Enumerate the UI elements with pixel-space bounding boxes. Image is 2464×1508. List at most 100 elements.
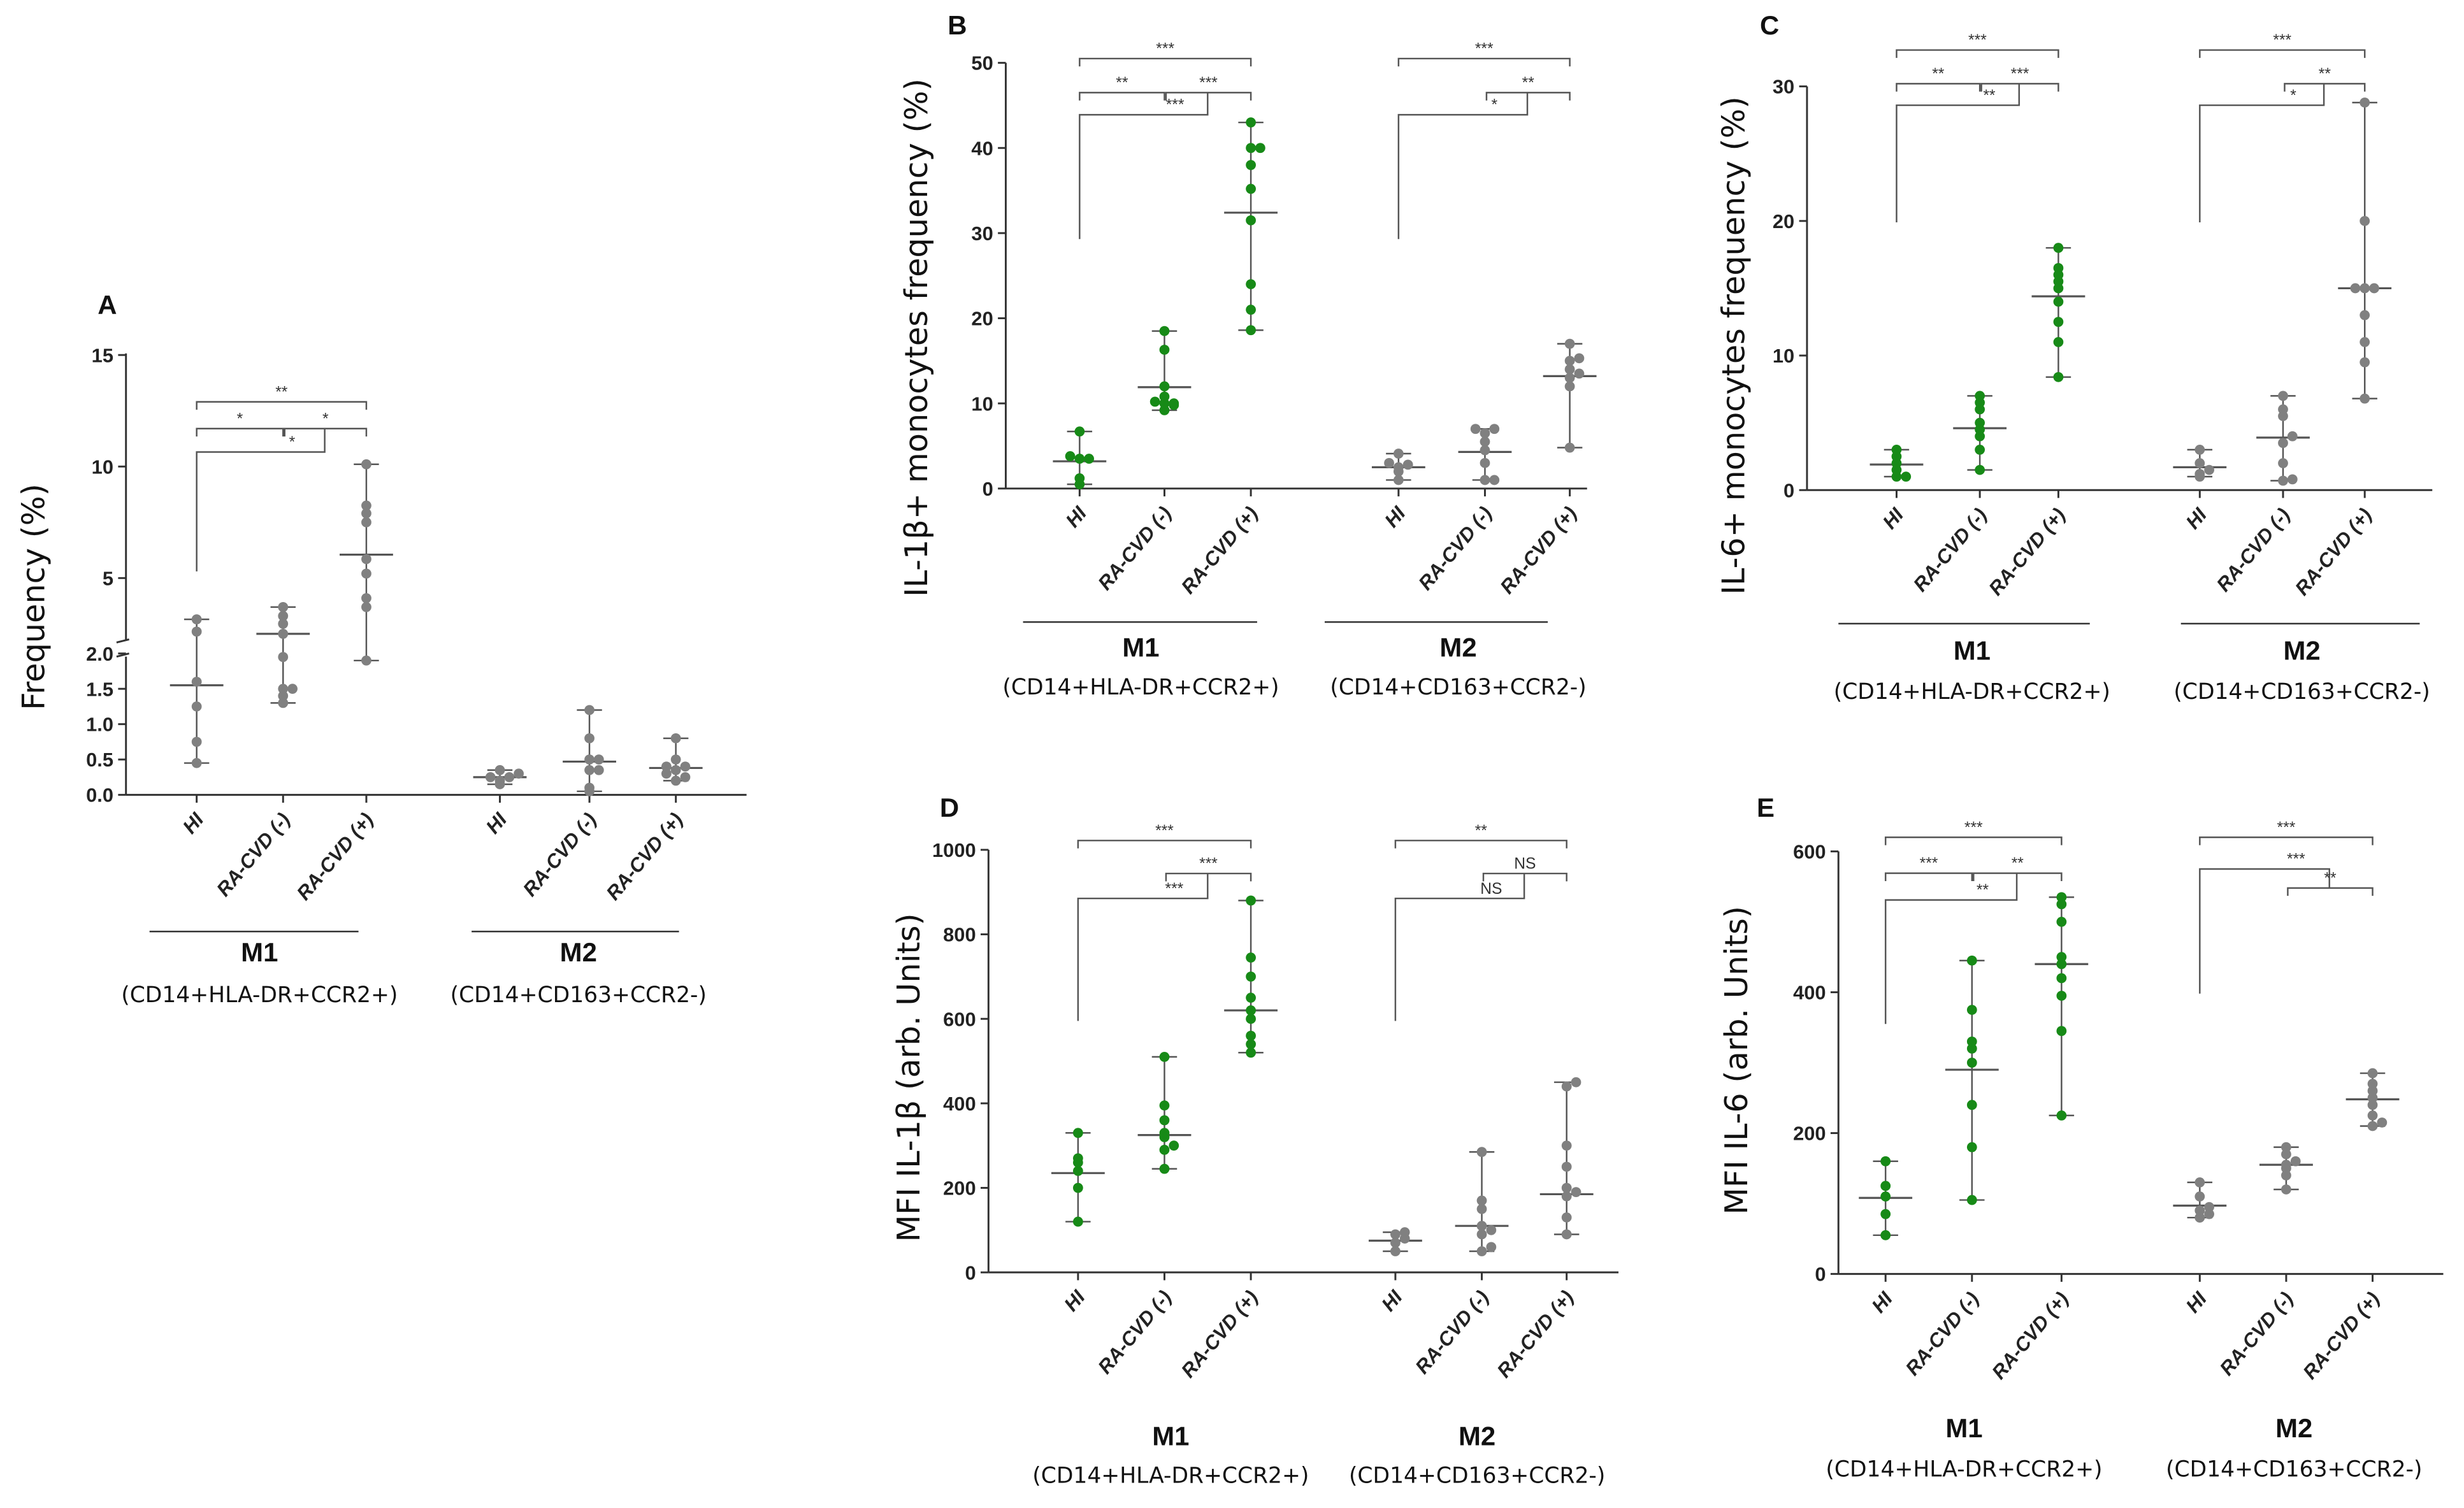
significance-bracket xyxy=(196,401,368,410)
data-point xyxy=(1561,1081,1572,1092)
data-point xyxy=(1564,355,1575,366)
data-point xyxy=(1074,473,1085,484)
data-point xyxy=(1072,1182,1083,1193)
data-point xyxy=(1159,1144,1170,1155)
data-point xyxy=(1561,1140,1572,1151)
significance-label: NS xyxy=(1514,856,1536,873)
data-point xyxy=(1384,457,1394,468)
y-axis-label: MFI IL-6 (arb. Units) xyxy=(1718,906,1755,1215)
data-point xyxy=(1966,1195,1977,1205)
group-subtitle: (CD14+HLA-DR+CCR2+) xyxy=(1002,675,1279,700)
significance-label: * xyxy=(322,410,329,427)
x-tick-label: HI xyxy=(2181,503,2212,533)
data-point xyxy=(584,754,594,765)
y-tick-label: 600 xyxy=(1793,840,1826,863)
significance-label: *** xyxy=(1964,819,1983,837)
data-point xyxy=(1564,381,1575,392)
data-point xyxy=(2056,959,2067,970)
data-point xyxy=(2278,475,2288,486)
data-point xyxy=(1169,1140,1179,1151)
significance-label: *** xyxy=(2011,66,2029,83)
data-point xyxy=(1393,462,1404,473)
data-point xyxy=(1975,464,1985,475)
data-point xyxy=(1084,454,1095,464)
significance-bracket xyxy=(1896,49,2059,58)
significance-label: ** xyxy=(2012,855,2024,872)
data-point xyxy=(2056,991,2067,1001)
group-name: M2 xyxy=(1459,1421,1495,1451)
data-point xyxy=(584,705,594,715)
y-tick-label: 20 xyxy=(971,308,993,330)
data-point xyxy=(2194,469,2205,479)
y-tick-label: 50 xyxy=(971,52,993,75)
data-point xyxy=(1880,1191,1891,1202)
data-point xyxy=(1891,445,1902,455)
x-tick-label: RA-CVD (-) xyxy=(519,808,601,900)
data-point xyxy=(2204,464,2215,475)
data-point xyxy=(1246,160,1256,170)
significance-label: *** xyxy=(1968,32,1987,49)
data-point xyxy=(1966,955,1977,966)
y-tick-label: 0 xyxy=(1815,1263,1826,1286)
data-point xyxy=(1246,117,1256,128)
data-point xyxy=(504,772,515,782)
data-point xyxy=(680,761,691,772)
data-point xyxy=(2281,1160,2291,1170)
data-point xyxy=(2281,1142,2291,1153)
x-tick-label: RA-CVD (-) xyxy=(212,808,294,900)
group-subtitle: (CD14+HLA-DR+CCR2+) xyxy=(1834,679,2110,705)
significance-label: *** xyxy=(2273,32,2291,49)
group-name: M2 xyxy=(1439,633,1476,663)
x-tick-label: RA-CVD (-) xyxy=(2212,504,2295,596)
significance-label: ** xyxy=(1116,75,1128,92)
data-point xyxy=(1561,1161,1572,1172)
data-point xyxy=(514,768,524,779)
x-tick-label: RA-CVD (-) xyxy=(1411,1286,1493,1378)
panel-letter: A xyxy=(97,290,117,320)
x-tick-label: RA-CVD (-) xyxy=(1414,502,1496,594)
data-point xyxy=(670,733,681,743)
data-point xyxy=(1246,215,1256,226)
data-point xyxy=(191,701,202,712)
y-tick-label: 800 xyxy=(943,924,976,946)
group-subtitle: (CD14+CD163+CCR2-) xyxy=(2166,1457,2422,1483)
data-point xyxy=(2278,458,2288,468)
data-point xyxy=(361,517,371,528)
significance-bracket xyxy=(1165,92,1252,101)
significance-bracket xyxy=(2199,49,2366,58)
data-point xyxy=(2053,296,2064,307)
significance-bracket xyxy=(2199,837,2374,845)
data-point xyxy=(1880,1230,1891,1240)
data-point xyxy=(1561,1182,1572,1193)
y-tick-label: 200 xyxy=(1793,1123,1826,1145)
data-point xyxy=(1476,1147,1487,1158)
data-point xyxy=(1159,391,1170,402)
significance-bracket xyxy=(2287,887,2374,896)
significance-label: ** xyxy=(1932,66,1945,83)
significance-bracket-nested xyxy=(1896,83,2021,222)
data-point xyxy=(1470,424,1481,434)
significance-label: ** xyxy=(2319,66,2331,83)
data-point xyxy=(2360,393,2370,404)
data-point xyxy=(1246,1030,1256,1041)
x-tick-label: RA-CVD (+) xyxy=(2291,504,2376,600)
y-tick-label: 0 xyxy=(983,478,993,500)
data-point xyxy=(1065,451,1076,461)
data-point xyxy=(1564,364,1575,375)
significance-bracket xyxy=(1394,840,1567,849)
data-point xyxy=(584,765,594,775)
data-point xyxy=(278,628,289,639)
y-tick-label: 400 xyxy=(943,1093,976,1115)
significance-label: *** xyxy=(1165,880,1183,898)
data-point xyxy=(361,568,371,579)
data-point xyxy=(2369,283,2379,294)
data-point xyxy=(670,765,681,775)
group-name: M1 xyxy=(1945,1413,1982,1443)
data-point xyxy=(2367,1100,2378,1110)
data-point xyxy=(1402,459,1413,470)
significance-bracket-nested xyxy=(1077,873,1209,1021)
data-point xyxy=(2194,458,2205,468)
x-tick-label: RA-CVD (+) xyxy=(1492,1286,1578,1382)
